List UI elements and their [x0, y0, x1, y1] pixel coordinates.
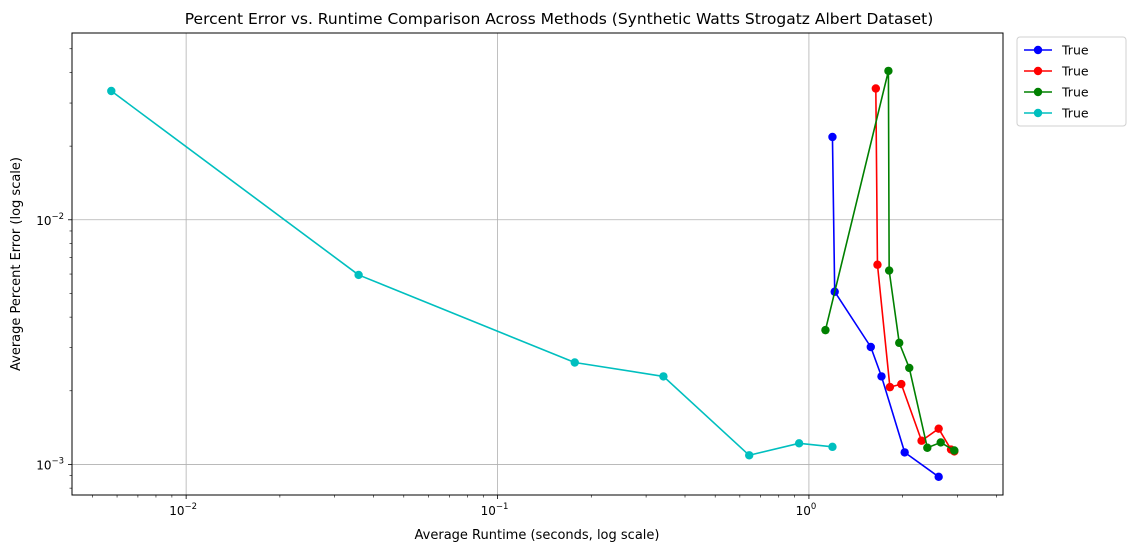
y-tick-label: 10−2 [36, 212, 64, 228]
series-4 [107, 86, 837, 460]
legend: True True True True [1016, 36, 1127, 127]
x-tick-label: 10−2 [169, 502, 197, 518]
legend-label: True [1061, 85, 1089, 100]
legend-swatch-marker [1033, 108, 1043, 118]
legend-item: True [1024, 64, 1089, 79]
series-3-point [923, 443, 932, 452]
legend-item: True [1024, 85, 1089, 100]
series-1-point [900, 448, 909, 457]
legend-item: True [1024, 106, 1089, 121]
series-2-point [934, 424, 943, 433]
legend-swatch-marker [1033, 45, 1043, 55]
series-4-point [354, 270, 363, 280]
series-4-point [570, 358, 579, 367]
series-2-point [897, 379, 906, 389]
y-tick-label: 10−3 [36, 456, 64, 472]
legend-item: True [1024, 43, 1089, 58]
grid [72, 33, 1003, 495]
series-3-point [905, 363, 914, 373]
series-2-point [917, 436, 926, 445]
legend-swatch-marker [1033, 66, 1043, 76]
series-4-point [794, 439, 804, 448]
series-4-point [745, 451, 754, 460]
legend-label: True [1061, 64, 1089, 79]
x-tick-label: 10−1 [481, 502, 509, 518]
series-4-point [107, 86, 116, 96]
series-3-point [950, 446, 959, 455]
series-1-point [877, 372, 886, 381]
y-axis: 10−3 10−2 [36, 48, 72, 489]
y-axis-label: Average Percent Error (log scale) [9, 157, 24, 371]
series-3-point [895, 338, 904, 348]
series-2-point [885, 382, 895, 392]
series-1-point [934, 472, 943, 482]
series-3-point [884, 266, 894, 275]
legend-box [1016, 36, 1127, 127]
chart-title: Percent Error vs. Runtime Comparison Acr… [185, 10, 934, 28]
legend-label: True [1061, 106, 1089, 121]
legend-label: True [1061, 43, 1089, 58]
series-2-point [871, 84, 881, 93]
series-1-point [828, 132, 837, 142]
series-2-point [873, 260, 882, 269]
series-1-line [831, 136, 940, 478]
x-axis: 10−2 10−1 100 [92, 495, 997, 518]
series-3-point [821, 325, 830, 335]
series-3-point [884, 66, 893, 76]
x-tick-label: 100 [796, 502, 817, 518]
series-1 [828, 132, 943, 482]
series-group [107, 66, 959, 482]
plot-frame [71, 32, 1004, 496]
series-3-point [936, 438, 945, 447]
legend-swatch-marker [1033, 87, 1043, 97]
series-3 [821, 66, 959, 455]
series-4-point [828, 442, 837, 452]
series-1-point [866, 342, 875, 352]
series-4-point [659, 372, 668, 381]
x-axis-label: Average Runtime (seconds, log scale) [415, 528, 660, 543]
